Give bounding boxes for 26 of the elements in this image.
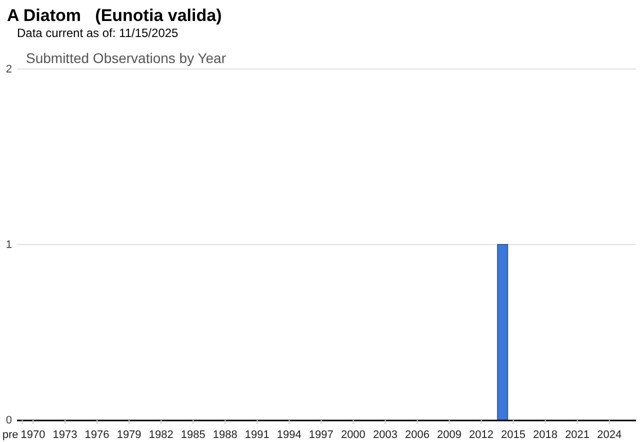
x-tick-label: 1997 [308,428,334,441]
text: Submitted Observations by Year [26,50,226,66]
y-tick-label: 0 [6,414,12,427]
x-tick-label: 2015 [501,428,526,441]
x-tick-label: 2024 [597,428,622,441]
x-tick-label: 1976 [84,428,110,441]
x-tick-label: 2018 [533,428,558,441]
x-tick-label: 1982 [148,428,174,441]
x-tick-label: 2006 [404,428,430,441]
x-tick-label: 2003 [372,428,398,441]
x-tick-label: 1991 [244,428,270,441]
y-tick-label: 2 [6,64,12,76]
x-tick-label: 2000 [340,428,366,441]
x-tick-label: 1994 [276,428,302,441]
x-tick-label: 1970 [20,428,46,441]
x-tick-label: 1973 [52,428,78,441]
x-tick-label: 2021 [565,428,590,441]
x-tick-label: 1985 [180,428,206,441]
x-tick-label: pre [2,428,18,441]
chart-subtitle: Data current as of: 11/15/2025 [17,26,179,40]
x-tick-label: 2012 [469,428,494,441]
x-tick-label: 2009 [436,428,462,441]
chart-title: A Diatom (Eunotia valida) [7,6,222,25]
y-tick-label: 1 [6,239,12,252]
x-tick-label: 1979 [116,428,142,441]
x-tick-label: 1988 [212,428,238,441]
